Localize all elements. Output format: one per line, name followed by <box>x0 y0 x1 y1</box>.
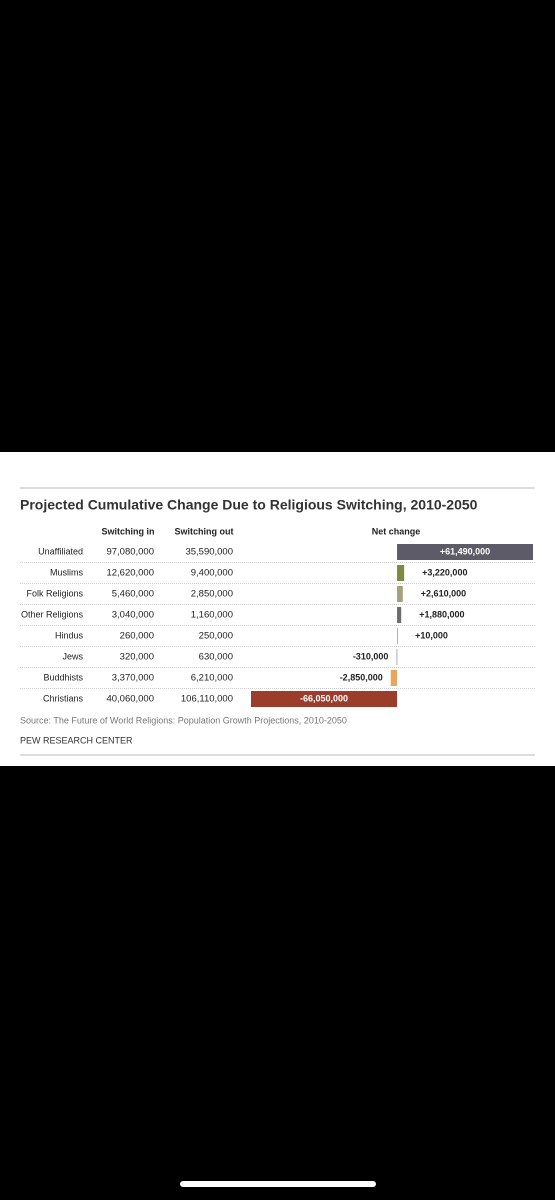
row-label: Hindus <box>55 630 84 640</box>
row-label: Muslims <box>50 567 83 577</box>
cell: 6,210,000 <box>191 673 233 684</box>
cell: 320,000 <box>120 652 154 663</box>
cell: 12,620,000 <box>106 568 154 579</box>
bar <box>397 607 402 623</box>
cell: 250,000 <box>199 631 233 642</box>
cell: 260,000 <box>120 631 154 642</box>
home-indicator <box>180 1181 376 1187</box>
data-label: +2,610,000 <box>421 588 466 598</box>
data-label: -310,000 <box>353 651 389 661</box>
cell: 2,850,000 <box>191 589 233 600</box>
data-label: -66,050,000 <box>300 693 348 703</box>
data-label: +10,000 <box>415 630 448 640</box>
column-header: Switching in <box>102 526 155 536</box>
cell: 9,400,000 <box>191 568 233 579</box>
chart-title: Projected Cumulative Change Due to Relig… <box>20 497 478 513</box>
row-label: Unaffiliated <box>38 546 83 556</box>
row-label: Buddhists <box>43 672 83 682</box>
bar <box>397 565 405 581</box>
cell: 3,040,000 <box>112 610 154 621</box>
cell: 35,590,000 <box>185 547 233 558</box>
cell: 106,110,000 <box>181 694 233 705</box>
data-label: +61,490,000 <box>440 546 490 556</box>
bar <box>397 586 403 602</box>
bar <box>397 544 533 560</box>
bar <box>390 670 398 686</box>
data-label: +1,880,000 <box>419 609 464 619</box>
column-header: Switching out <box>175 526 234 536</box>
cell: 5,460,000 <box>112 589 154 600</box>
row-label: Other Religions <box>21 609 84 619</box>
row-label: Christians <box>43 693 84 703</box>
data-label: +3,220,000 <box>422 567 467 577</box>
cell: 630,000 <box>199 652 233 663</box>
cell: 97,080,000 <box>106 547 154 558</box>
bar <box>251 691 398 707</box>
column-header: Net change <box>372 526 421 536</box>
row-label: Jews <box>62 651 83 661</box>
data-label: -2,850,000 <box>340 672 383 682</box>
bar <box>397 628 399 644</box>
source: Source: The Future of World Religions: P… <box>20 715 347 725</box>
cell: 40,060,000 <box>106 694 154 705</box>
bar <box>396 649 398 665</box>
card <box>0 452 555 766</box>
row-label: Folk Religions <box>26 588 83 598</box>
cell: 3,370,000 <box>112 673 154 684</box>
publisher: PEW RESEARCH CENTER <box>20 735 133 745</box>
cell: 1,160,000 <box>191 610 233 621</box>
